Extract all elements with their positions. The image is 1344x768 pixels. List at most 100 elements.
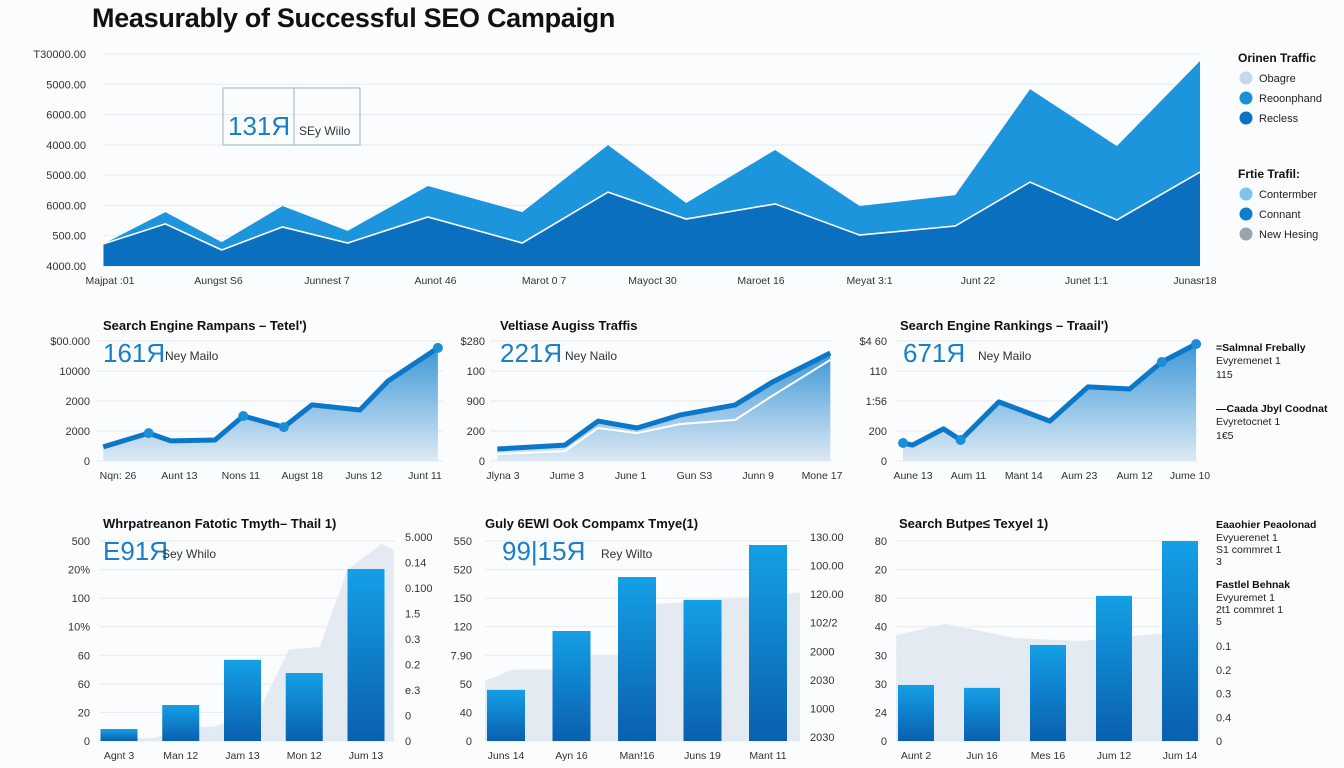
bar	[100, 729, 138, 741]
bar	[898, 685, 934, 741]
x-tick-label: Aune 13	[893, 470, 932, 482]
inner-traffic-line	[103, 171, 1201, 251]
headline-label: Sey Whilo	[162, 547, 216, 561]
bar	[347, 569, 385, 741]
headline-label: Rey Wilto	[601, 547, 653, 561]
y-right-tick-label: 2000	[810, 646, 834, 658]
bar	[749, 545, 787, 741]
y-tick-label: 40	[875, 622, 887, 634]
x-tick-label: June 1	[615, 470, 647, 482]
legend-swatch-icon	[1239, 227, 1253, 241]
bar	[964, 687, 1000, 741]
outer-traffic-area	[103, 60, 1201, 266]
x-tick-label: Junet 1:1	[1065, 275, 1108, 287]
x-tick-label: Nqn: 26	[100, 470, 137, 482]
x-tick-label: Aungst S6	[194, 275, 243, 287]
data-point	[1191, 339, 1202, 349]
x-tick-label: Junnest 7	[304, 275, 350, 287]
x-tick-label: Jam 13	[225, 750, 260, 762]
x-tick-label: Junn 9	[742, 470, 774, 482]
chart-bot3: 80 20 80 40 30 30 24 0 0.1 0.2 0.3 0.4 0 Aunt 2 Jun 16…	[875, 516, 1317, 762]
bar	[618, 577, 656, 741]
chart-bot2: 550 520 150 120 7.90 50 40 0 130.00 100.00 120.00 1…	[451, 516, 844, 762]
y-tick-label: T30000.00	[33, 49, 86, 61]
chart-title: Search Engine Rankings – Traail')	[900, 318, 1108, 333]
annotation-box	[222, 87, 361, 146]
chart-title: Whrpatreanon Fatotic Tmyth– Thail 1)	[103, 516, 336, 531]
x-tick-label: Agnt 3	[104, 750, 135, 762]
bar	[552, 631, 591, 741]
series-line	[102, 345, 440, 450]
x-tick-label: Juns 12	[345, 470, 382, 482]
y-tick-label: 900	[467, 396, 485, 408]
y-tick-label: 0	[881, 456, 887, 468]
headline-value: 671Я	[903, 338, 965, 368]
x-tick-label: Meyat 3:1	[846, 275, 892, 287]
y-tick-label: 20	[875, 565, 887, 577]
y-right-tick-label: 2030	[810, 732, 834, 744]
data-point	[955, 435, 966, 445]
y-tick-label: 4000.00	[46, 261, 86, 273]
legend-swatch-icon	[1239, 91, 1253, 105]
x-tick-label: Maroet 16	[737, 275, 784, 287]
legend-item-label: Obagre	[1259, 73, 1296, 85]
y-right-tick-label: 0.3	[405, 634, 420, 646]
headline-value: 221Я	[500, 338, 562, 368]
y-right-tick-label: 0	[405, 736, 411, 748]
y-tick-label: 110	[869, 366, 887, 378]
side-note: S1 commret 1	[1216, 544, 1282, 556]
x-tick-label: Jume 3	[550, 470, 585, 482]
x-tick-label: Mone 17	[802, 470, 843, 482]
headline-value: E91Я	[103, 536, 168, 566]
x-tick-label: Man 12	[163, 750, 198, 762]
y-tick-label: 5000.00	[46, 79, 86, 91]
headline-value: 161Я	[103, 338, 165, 368]
y-tick-label: 1:56	[866, 396, 887, 408]
data-point	[278, 422, 289, 433]
x-tick-label: Mon 12	[287, 750, 322, 762]
x-tick-label: Jum 14	[1163, 750, 1198, 762]
y-tick-label: 5000.00	[46, 170, 86, 182]
side-note: Evyremenet 1	[1216, 355, 1281, 367]
chart-title: Veltiase Augiss Traffis	[500, 318, 638, 333]
legend-swatch-icon	[1239, 111, 1253, 125]
legend-item-label: New Hesing	[1259, 229, 1318, 241]
y-tick-label: 6000.00	[46, 200, 86, 212]
y-right-tick-label: 0.3	[1216, 689, 1231, 701]
y-tick-label: 2000	[66, 426, 90, 438]
side-note: 2t1 commret 1	[1216, 604, 1283, 616]
y-tick-label: 200	[869, 426, 887, 438]
x-tick-label: Aum 11	[951, 470, 987, 482]
headline-label: Ney Mailo	[165, 349, 219, 363]
y-tick-label: 40	[460, 707, 472, 719]
x-tick-label: Mes 16	[1031, 750, 1066, 762]
bar	[487, 689, 525, 741]
x-tick-label: Mant 14	[1005, 470, 1043, 482]
legend-group: Orinen Traffic Obagre Reoonphand Recless	[1238, 51, 1322, 125]
x-tick-label: Mayoct 30	[628, 275, 677, 287]
y-right-tick-label: 0.1	[1216, 641, 1231, 653]
series-line	[497, 350, 832, 452]
x-tick-label: Majpat :01	[85, 275, 134, 287]
inner-traffic-area	[103, 172, 1201, 266]
data-point	[143, 428, 154, 439]
x-tick-label: Jun 16	[966, 750, 998, 762]
legend-title: Orinen Traffic	[1238, 51, 1316, 65]
y-tick-label: 0	[479, 456, 485, 468]
y-right-tick-label: 0.14	[405, 558, 426, 570]
x-tick-label: Aunot 46	[414, 275, 456, 287]
x-tick-label: Jum 12	[1097, 750, 1132, 762]
y-tick-label: 10000	[59, 366, 90, 378]
x-tick-label: Man!16	[619, 750, 654, 762]
x-tick-label: Jum 13	[349, 750, 384, 762]
y-tick-label: 60	[78, 679, 90, 691]
chart-title: Guly 6EWl Ook Compamx Tmye(1)	[485, 516, 698, 531]
x-tick-label: Jlyna 3	[486, 470, 519, 482]
y-tick-label: 100	[467, 366, 485, 378]
y-tick-label: 10%	[68, 622, 90, 634]
side-note: 1€5	[1216, 430, 1234, 442]
y-right-tick-label: 1.5	[405, 609, 420, 621]
y-right-tick-label: 0.2	[405, 660, 420, 672]
bar	[683, 599, 722, 741]
